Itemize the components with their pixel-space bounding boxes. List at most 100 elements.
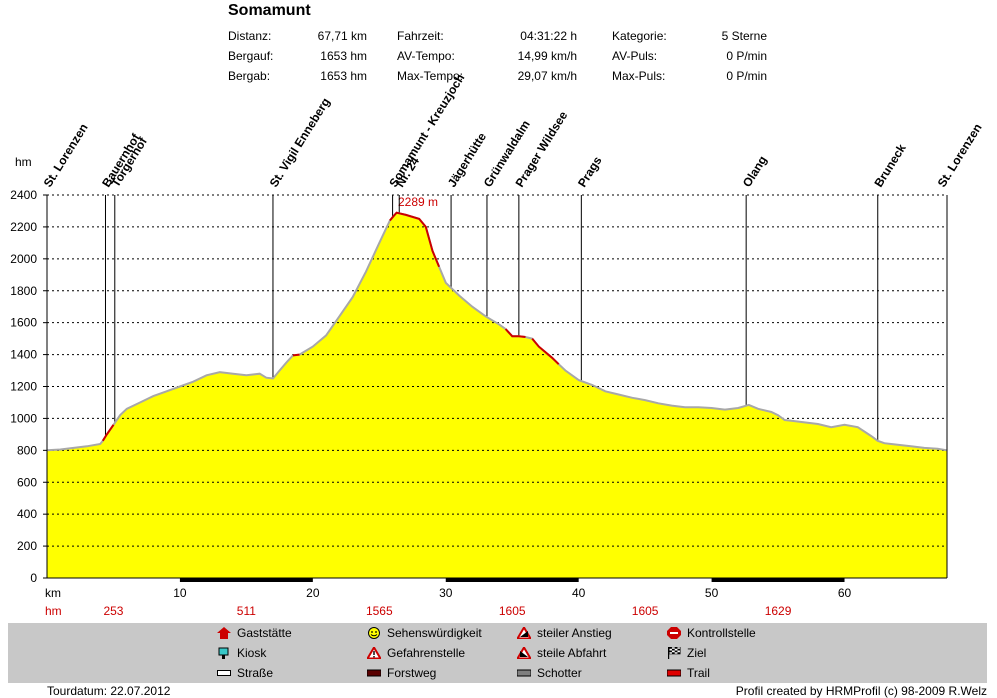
hm-value-label: 253 <box>103 604 123 618</box>
x-axis-label: km <box>45 586 61 600</box>
hm-value-label: 1629 <box>765 604 792 618</box>
stat-value-distanz: 67,71 km <box>317 29 367 43</box>
stat-label-distanz: Distanz: <box>228 29 272 43</box>
waypoint-label: St. Vigil Enneberg <box>267 95 333 189</box>
credit-text: Profil created by HRMProfil (c) 98-2009 … <box>735 684 987 698</box>
hm-value-label: 1605 <box>499 604 526 618</box>
legend-item-ziel: Ziel <box>667 646 706 660</box>
surface-bar <box>445 578 579 582</box>
x-tick-label: 30 <box>439 586 453 600</box>
stat-value-bergab: 1653 hm <box>320 69 367 83</box>
x-tick-label: 20 <box>306 586 320 600</box>
elevation-area <box>47 212 947 578</box>
legend-item-gefahrenstelle: Gefahrenstelle <box>365 645 465 660</box>
steep-segment-line <box>389 211 441 268</box>
y-tick-label: 2200 <box>10 220 37 234</box>
legend-item-sehenswuerdigkeit: Sehenswürdigkeit <box>367 626 482 640</box>
stat-label-av-tempo: AV-Tempo: <box>397 49 455 63</box>
legend-item-steile-abfahrt: steile Abfahrt <box>515 645 607 660</box>
legend-label: Gaststätte <box>237 626 292 640</box>
road-icon <box>217 667 231 679</box>
waypoint-label: St. Lorenzen <box>935 121 985 189</box>
stop-icon <box>667 627 681 639</box>
steep-segment-line <box>292 353 300 357</box>
stat-label-max-puls: Max-Puls: <box>612 69 666 83</box>
stat-label-max-tempo: Max-Tempo: <box>397 69 464 83</box>
elevation-profile-line <box>46 211 948 452</box>
legend-label: Ziel <box>687 646 707 660</box>
legend-label: Kontrollstelle <box>687 626 756 640</box>
stat-label-kategorie: Kategorie: <box>612 29 667 43</box>
waypoint-label: Prags <box>575 154 605 190</box>
stat-value-bergauf: 1653 hm <box>320 49 367 63</box>
kiosk-icon <box>217 647 231 659</box>
tour-date: Tourdatum: 22.07.2012 <box>47 684 171 698</box>
surface-bar <box>711 578 845 582</box>
legend-item-trail: Trail <box>666 666 710 680</box>
waypoint-label: Bruneck <box>871 141 908 189</box>
steep-segment-line <box>504 328 526 338</box>
steep-segment-line <box>531 337 560 365</box>
stat-value-av-puls: 0 P/min <box>726 49 767 63</box>
trail-icon <box>666 667 682 679</box>
stat-value-av-tempo: 14,99 km/h <box>517 49 577 63</box>
y-tick-label: 400 <box>17 507 37 521</box>
stat-label-bergauf: Bergauf: <box>228 49 274 63</box>
legend-label: steiler Anstieg <box>537 626 612 640</box>
legend-item-schotter: Schotter <box>516 666 582 680</box>
y-tick-label: 1600 <box>10 316 37 330</box>
stat-value-max-puls: 0 P/min <box>726 69 767 83</box>
smiley-icon <box>367 627 381 639</box>
peak-elevation-label: 2289 m <box>398 195 438 209</box>
steep-descent-icon <box>515 645 533 660</box>
stat-value-kategorie: 5 Sterne <box>721 29 767 43</box>
stat-value-max-tempo: 29,07 km/h <box>517 69 577 83</box>
y-tick-label: 1800 <box>10 284 37 298</box>
waypoint-label: St. Lorenzen <box>41 121 91 189</box>
stat-label-av-puls: AV-Puls: <box>612 49 658 63</box>
hm-value-label: 1605 <box>632 604 659 618</box>
legend-label: Kiosk <box>237 646 267 660</box>
legend-item-strasse: Straße <box>217 666 273 680</box>
legend-label: Sehenswürdigkeit <box>387 626 482 640</box>
legend-item-forstweg: Forstweg <box>366 666 436 680</box>
finish-flag-icon <box>667 646 681 659</box>
steep-segment-line <box>101 424 115 442</box>
house-icon <box>217 627 231 639</box>
elevation-profile-chart: hm km hm 2289 m 0 200 400 600 800 1000 1200 140… <box>10 71 985 618</box>
y-tick-label: 600 <box>17 475 37 489</box>
hm-value-label: 1565 <box>366 604 393 618</box>
x-tick-label: 10 <box>173 586 187 600</box>
hm-value-label: 511 <box>237 604 256 618</box>
surface-bar <box>179 578 313 582</box>
stat-value-fahrzeit: 04:31:22 h <box>520 29 577 43</box>
legend-item-steiler-anstieg: steiler Anstieg <box>515 625 612 640</box>
x-tick-label: 40 <box>572 586 586 600</box>
legend-item-gaststaette: Gaststätte <box>217 626 292 640</box>
y-tick-label: 1200 <box>10 380 37 394</box>
waypoint-label: Olang <box>740 153 770 189</box>
y-tick-label: 0 <box>30 571 37 585</box>
warning-icon <box>365 645 383 660</box>
legend-item-kontrollstelle: Kontrollstelle <box>667 626 756 640</box>
steep-climb-icon <box>515 625 533 640</box>
hm-row-label: hm <box>45 604 62 618</box>
legend-item-kiosk: Kiosk <box>217 646 266 660</box>
y-tick-label: 2400 <box>10 188 37 202</box>
x-tick-label: 60 <box>838 586 852 600</box>
legend-label: steile Abfahrt <box>537 646 607 660</box>
gravel-icon <box>516 667 532 679</box>
forest-road-icon <box>366 667 382 679</box>
y-tick-label: 1400 <box>10 348 37 362</box>
legend-label: Trail <box>687 666 710 680</box>
legend-panel <box>8 623 987 683</box>
y-tick-label: 1000 <box>10 411 37 425</box>
legend-label: Schotter <box>537 666 582 680</box>
y-tick-label: 200 <box>17 539 37 553</box>
stat-label-bergab: Bergab: <box>228 69 271 83</box>
y-tick-label: 2000 <box>10 252 37 266</box>
y-axis-label: hm <box>15 155 32 169</box>
stat-label-fahrzeit: Fahrzeit: <box>397 29 444 43</box>
x-tick-label: 50 <box>705 586 719 600</box>
tour-title: Somamunt <box>228 2 311 19</box>
